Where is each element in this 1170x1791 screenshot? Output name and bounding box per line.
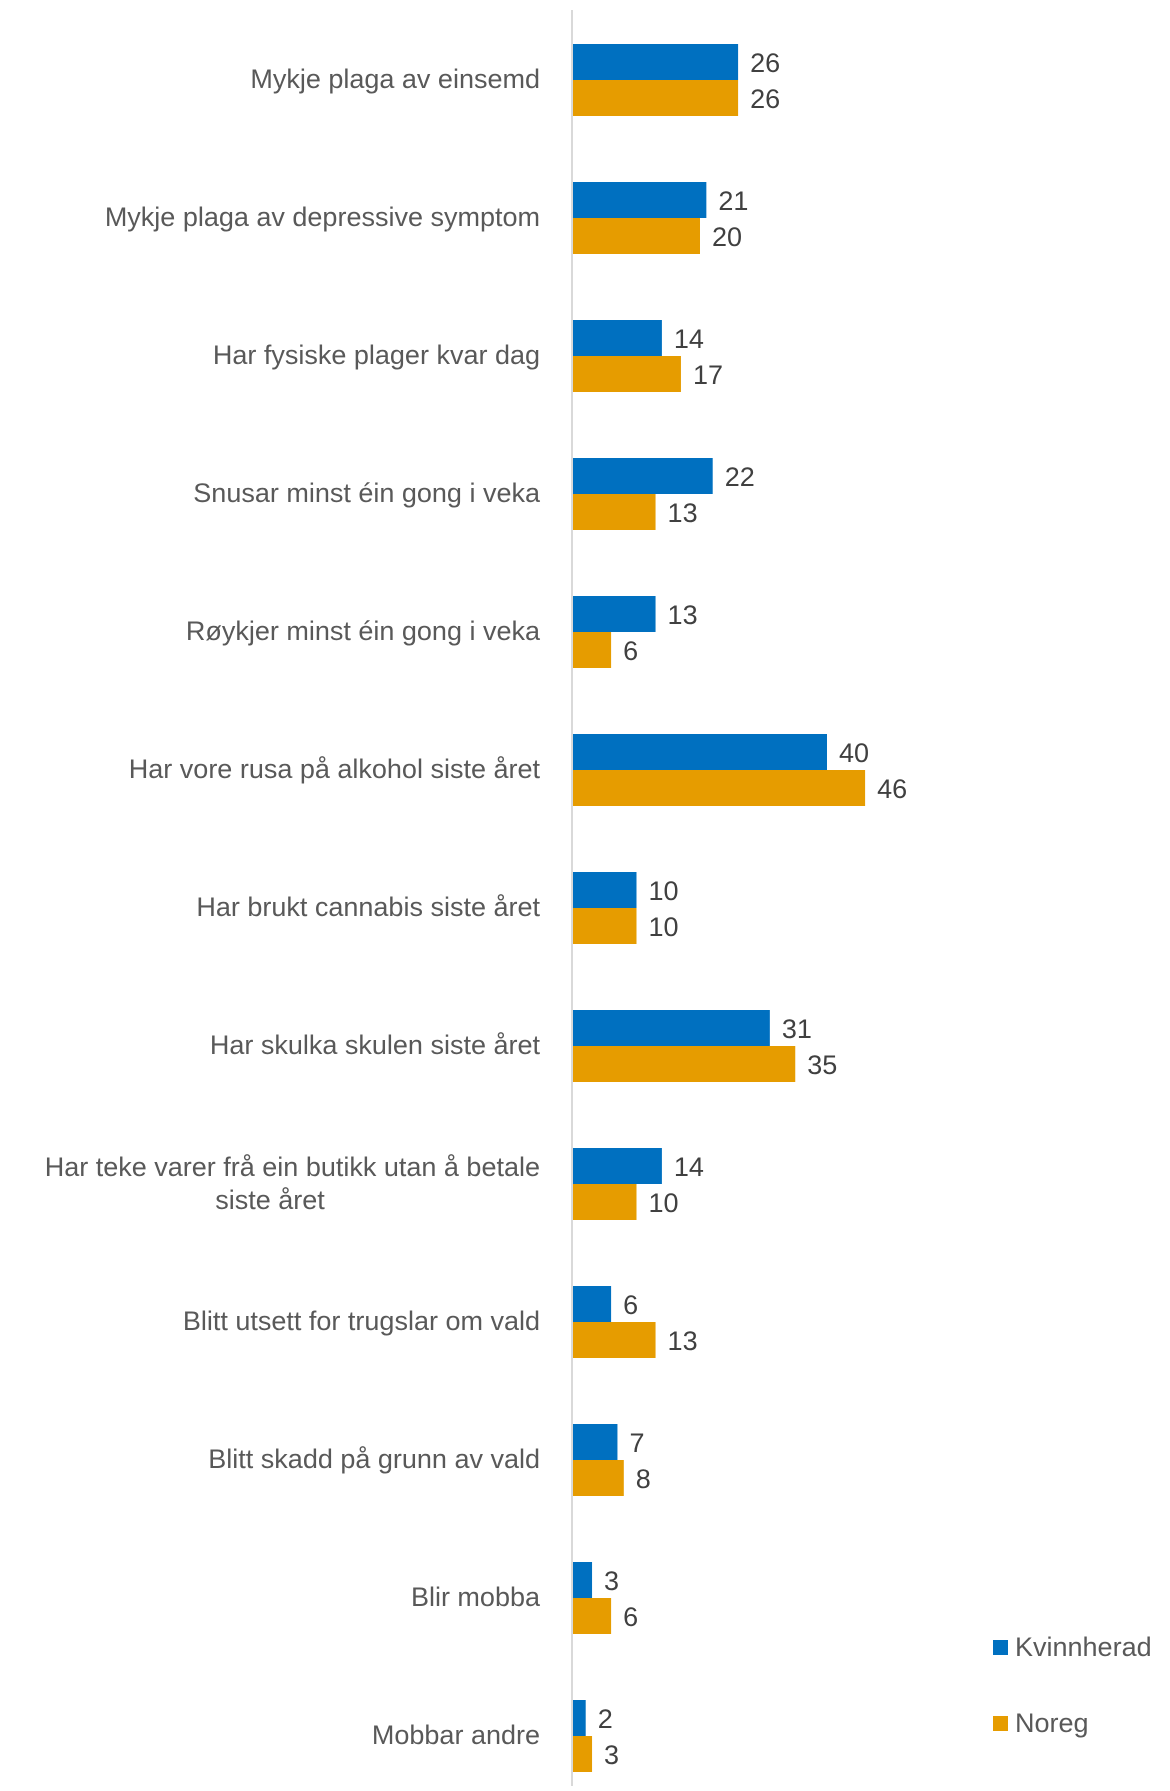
bar-kvinnherad-3 bbox=[573, 458, 713, 494]
bar-kvinnherad-0 bbox=[573, 44, 739, 80]
legend-swatch bbox=[993, 1640, 1008, 1655]
bar-kvinnherad-4 bbox=[573, 596, 656, 632]
data-label-noreg-9: 13 bbox=[668, 1326, 698, 1356]
data-label-noreg-2: 17 bbox=[693, 360, 723, 390]
legend-label: Noreg bbox=[1015, 1708, 1089, 1738]
data-label-kvinnherad-9: 6 bbox=[623, 1290, 638, 1320]
category-label-0: Mykje plaga av einsemd bbox=[250, 64, 540, 94]
data-label-kvinnherad-10: 7 bbox=[629, 1428, 644, 1458]
data-label-noreg-8: 10 bbox=[649, 1188, 679, 1218]
bar-noreg-9 bbox=[573, 1322, 656, 1358]
data-label-kvinnherad-5: 40 bbox=[839, 738, 869, 768]
bar-noreg-4 bbox=[573, 632, 612, 668]
bar-kvinnherad-10 bbox=[573, 1424, 618, 1460]
data-label-noreg-1: 20 bbox=[712, 222, 742, 252]
bar-noreg-7 bbox=[573, 1046, 796, 1082]
category-label-5: Har vore rusa på alkohol siste året bbox=[128, 754, 540, 784]
data-label-kvinnherad-6: 10 bbox=[649, 876, 679, 906]
bar-kvinnherad-11 bbox=[573, 1562, 593, 1598]
bar-noreg-3 bbox=[573, 494, 656, 530]
data-label-kvinnherad-11: 3 bbox=[604, 1566, 619, 1596]
data-label-noreg-3: 13 bbox=[668, 498, 698, 528]
bar-kvinnherad-5 bbox=[573, 734, 827, 770]
legend-label: Kvinnherad bbox=[1015, 1632, 1152, 1662]
data-label-kvinnherad-0: 26 bbox=[750, 48, 780, 78]
data-label-noreg-11: 6 bbox=[623, 1602, 638, 1632]
bar-noreg-11 bbox=[573, 1598, 612, 1634]
bar-noreg-6 bbox=[573, 908, 637, 944]
bar-noreg-10 bbox=[573, 1460, 624, 1496]
data-label-noreg-12: 3 bbox=[604, 1740, 619, 1770]
category-label-4: Røykjer minst éin gong i veka bbox=[185, 616, 540, 646]
data-label-kvinnherad-7: 31 bbox=[782, 1014, 812, 1044]
data-label-noreg-4: 6 bbox=[623, 636, 638, 666]
bar-kvinnherad-2 bbox=[573, 320, 662, 356]
bar-kvinnherad-7 bbox=[573, 1010, 770, 1046]
bar-noreg-0 bbox=[573, 80, 739, 116]
legend-item-kvinnherad: Kvinnherad bbox=[993, 1632, 1152, 1663]
bar-noreg-2 bbox=[573, 356, 681, 392]
bar-noreg-1 bbox=[573, 218, 700, 254]
data-label-noreg-10: 8 bbox=[636, 1464, 651, 1494]
category-label-12: Mobbar andre bbox=[371, 1720, 540, 1750]
category-label-8: Har teke varer frå ein butikk utan å bet… bbox=[44, 1152, 540, 1215]
bar-kvinnherad-12 bbox=[573, 1700, 586, 1736]
category-label-11: Blir mobba bbox=[410, 1582, 540, 1612]
data-label-kvinnherad-2: 14 bbox=[674, 324, 704, 354]
data-label-kvinnherad-3: 22 bbox=[725, 462, 755, 492]
category-label-7: Har skulka skulen siste året bbox=[209, 1030, 540, 1060]
bar-noreg-8 bbox=[573, 1184, 637, 1220]
data-label-noreg-5: 46 bbox=[877, 774, 907, 804]
category-label-6: Har brukt cannabis siste året bbox=[196, 892, 540, 922]
category-label-9: Blitt utsett for trugslar om vald bbox=[182, 1306, 540, 1336]
category-label-1: Mykje plaga av depressive symptom bbox=[104, 202, 540, 232]
data-label-kvinnherad-8: 14 bbox=[674, 1152, 704, 1182]
data-label-kvinnherad-1: 21 bbox=[718, 186, 748, 216]
legend-item-noreg: Noreg bbox=[993, 1708, 1089, 1739]
legend-swatch bbox=[993, 1716, 1008, 1731]
category-label-3: Snusar minst éin gong i veka bbox=[193, 478, 540, 508]
data-label-noreg-7: 35 bbox=[807, 1050, 837, 1080]
bar-kvinnherad-1 bbox=[573, 182, 707, 218]
data-label-kvinnherad-12: 2 bbox=[598, 1704, 613, 1734]
bar-kvinnherad-9 bbox=[573, 1286, 612, 1322]
data-label-kvinnherad-4: 13 bbox=[668, 600, 698, 630]
bar-noreg-12 bbox=[573, 1736, 593, 1772]
bar-kvinnherad-6 bbox=[573, 872, 637, 908]
data-label-noreg-0: 26 bbox=[750, 84, 780, 114]
data-label-noreg-6: 10 bbox=[649, 912, 679, 942]
bar-kvinnherad-8 bbox=[573, 1148, 662, 1184]
category-label-2: Har fysiske plager kvar dag bbox=[212, 340, 540, 370]
category-label-10: Blitt skadd på grunn av vald bbox=[208, 1444, 540, 1474]
bar-noreg-5 bbox=[573, 770, 866, 806]
